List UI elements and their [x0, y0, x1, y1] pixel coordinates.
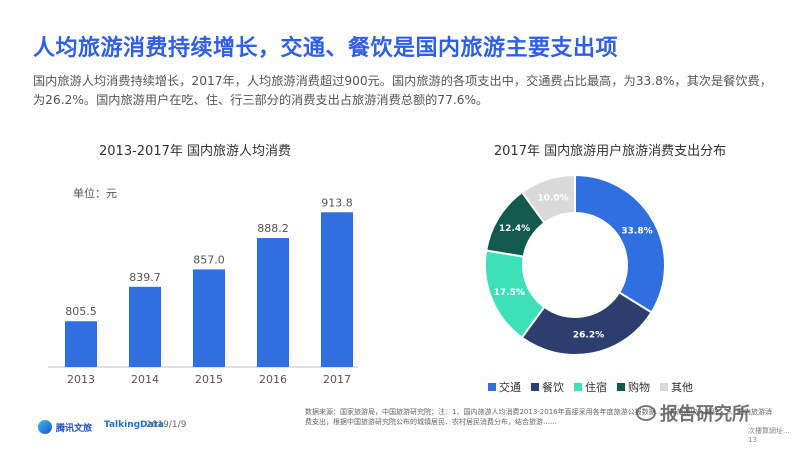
legend-swatch: [531, 383, 539, 391]
pie-legend: 交通 餐饮 住宿 购物 其他: [488, 379, 693, 395]
page-title: 人均旅游消费持续增长，交通、餐饮是国内旅游主要支出项: [33, 36, 619, 61]
legend-label: 其他: [671, 381, 693, 394]
legend-item-住宿: 住宿: [574, 379, 607, 395]
bar-category-label: 2016: [259, 373, 287, 386]
donut-slice-label: 17.5%: [494, 288, 525, 298]
pie-chart-title: 2017年 国内旅游用户旅游消费支出分布: [493, 144, 727, 159]
tencent-logo-text: 腾讯文旅: [56, 423, 93, 434]
legend-label: 购物: [628, 381, 650, 394]
bar-category-label: 2015: [195, 373, 223, 386]
report-date: 2019/1/9: [146, 420, 187, 430]
legend-item-购物: 购物: [617, 379, 650, 395]
donut-slice-label: 10.0%: [537, 193, 568, 203]
watermark-text: 报告研究所: [660, 404, 750, 425]
talkingdata-logo: TalkingData: [104, 420, 164, 430]
legend-item-其他: 其他: [660, 379, 693, 395]
donut-slice-交通: [574, 173, 666, 314]
bar-value-label: 839.7: [129, 271, 161, 284]
bar-chart: 805.5 2013 839.7 2014 857.0 2015 888.2 2016 913.…: [48, 196, 358, 386]
donut-chart: 33.8% 26.2% 17.5% 12.4% 10.0%: [484, 173, 666, 356]
tencent-logo-icon: [38, 420, 52, 434]
bar-value-label: 913.8: [321, 196, 353, 209]
watermark: 报告研究所: [636, 400, 750, 426]
bar-2016: [257, 238, 289, 367]
legend-swatch: [617, 383, 625, 391]
bar-2014: [129, 286, 161, 367]
bar-category-label: 2014: [131, 373, 159, 386]
donut-slice-餐饮: [520, 291, 653, 356]
legend-item-餐饮: 餐饮: [531, 379, 564, 395]
legend-label: 交通: [499, 381, 521, 394]
legend-swatch: [488, 383, 496, 391]
legend-swatch: [574, 383, 582, 391]
bar-value-label: 888.2: [257, 222, 289, 235]
legend-label: 餐饮: [542, 381, 564, 394]
bar-2015: [193, 269, 225, 367]
page-description: 国内旅游人均消费持续增长，2017年，人均旅游消费超过900元。国内旅游的各项支…: [33, 74, 772, 107]
donut-slice-label: 26.2%: [573, 331, 604, 341]
bar-2013: [65, 321, 97, 367]
bar-chart-title: 2013-2017年 国内旅游人均消费: [99, 144, 291, 159]
wechat-icon: [636, 405, 656, 421]
donut-slice-label: 12.4%: [499, 224, 530, 234]
bar-2017: [321, 212, 353, 367]
tencent-culture-tourism-logo: 腾讯文旅: [38, 420, 92, 434]
legend-label: 住宿: [585, 381, 607, 394]
bar-category-label: 2017: [323, 373, 351, 386]
legend-swatch: [660, 383, 668, 391]
donut-slice-label: 33.8%: [621, 226, 652, 236]
bar-category-label: 2013: [67, 373, 95, 386]
donut-slice-其他: [520, 173, 576, 225]
data-source-note: 数据来源：国家旅游局，中国旅游研究院；注：1、国内旅游人均消费2013-2016…: [305, 408, 773, 426]
bar-value-label: 805.5: [65, 305, 97, 318]
legend-item-交通: 交通: [488, 379, 521, 395]
bar-value-label: 857.0: [193, 253, 225, 266]
bar-chart-unit-label: 单位：元: [73, 187, 117, 200]
page-number: 次樓算網址... 13: [748, 427, 790, 444]
